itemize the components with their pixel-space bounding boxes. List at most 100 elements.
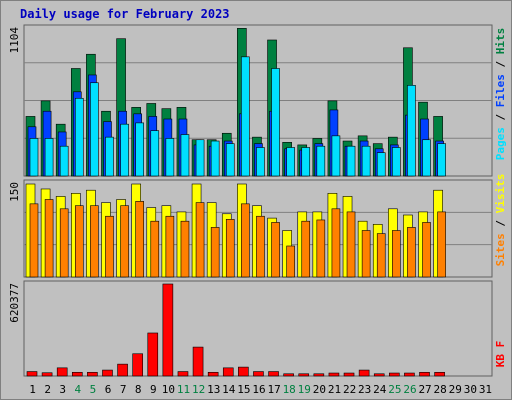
sites-bar-day-9	[150, 220, 160, 278]
panel-2-legend: Sites / Visits	[494, 174, 507, 267]
day-label-13: 13	[207, 383, 220, 396]
sites-bar-day-18	[286, 245, 295, 278]
pages-bar-day-21	[331, 135, 341, 177]
kbytes-bar-day-2	[41, 372, 53, 377]
sites-bar-day-21	[331, 208, 341, 278]
day-label-11: 11	[177, 383, 190, 396]
sites-bar-day-17	[271, 222, 280, 278]
kbytes-bar-day-3	[56, 367, 68, 377]
pages-bar-day-10	[165, 138, 175, 177]
day-label-15: 15	[237, 383, 250, 396]
kbytes-bar-day-8	[132, 353, 143, 377]
kbytes-bar-day-12	[192, 346, 204, 377]
ymax-label-panel-1: 1104	[8, 27, 21, 54]
day-label-4: 4	[75, 383, 82, 396]
day-label-8: 8	[135, 383, 142, 396]
kbytes-bar-day-24	[373, 373, 385, 377]
kbytes-bar-day-23	[358, 369, 370, 377]
sites-bar-day-8	[135, 201, 144, 278]
kbytes-bar-day-26	[404, 372, 415, 377]
ymax-label-panel-3: 620377	[8, 283, 21, 323]
day-label-5: 5	[90, 383, 97, 396]
kbytes-bar-day-18	[283, 373, 294, 377]
day-label-3: 3	[59, 383, 66, 396]
kbytes-bar-day-4	[71, 371, 83, 377]
day-label-28: 28	[434, 383, 447, 396]
sites-bar-day-15	[241, 203, 250, 278]
pages-bar-day-2	[44, 138, 54, 177]
sites-bar-day-2	[44, 199, 54, 278]
pages-bar-day-6	[105, 136, 114, 177]
kbytes-bar-day-19	[298, 373, 310, 377]
pages-bar-day-16	[256, 147, 265, 177]
day-label-7: 7	[120, 383, 127, 396]
pages-bar-day-11	[180, 134, 190, 177]
pages-bar-day-24	[376, 152, 386, 177]
day-label-9: 9	[150, 383, 157, 396]
pages-bar-day-15	[241, 56, 250, 177]
sites-bar-day-6	[105, 215, 114, 278]
kbytes-bar-day-20	[313, 373, 325, 377]
day-label-22: 22	[343, 383, 356, 396]
pages-bar-day-26	[407, 85, 416, 177]
kbytes-bar-day-17	[268, 371, 279, 377]
day-label-2: 2	[44, 383, 51, 396]
day-label-14: 14	[222, 383, 236, 396]
sites-bar-day-11	[180, 220, 190, 278]
kbytes-bar-day-22	[343, 372, 355, 377]
sites-bar-day-23	[361, 230, 371, 278]
kbytes-bar-day-10	[162, 283, 174, 377]
pages-bar-day-8	[135, 122, 144, 177]
day-label-27: 27	[418, 383, 431, 396]
pages-bar-day-23	[361, 145, 371, 177]
sites-bar-day-19	[301, 220, 311, 278]
legend-separator: /	[494, 213, 507, 233]
legend-visits: Visits	[494, 174, 507, 214]
sites-bar-day-13	[210, 227, 220, 278]
sites-bar-day-10	[165, 215, 175, 278]
legend-separator: /	[494, 54, 507, 74]
day-label-20: 20	[313, 383, 326, 396]
sites-bar-day-3	[59, 208, 69, 278]
day-label-17: 17	[267, 383, 280, 396]
panel-3-legend: KB F	[494, 341, 507, 368]
pages-bar-day-22	[346, 145, 356, 177]
sites-bar-day-16	[256, 215, 265, 278]
kbytes-bar-day-9	[147, 332, 159, 377]
kbytes-bar-day-14	[222, 367, 234, 377]
sites-bar-day-25	[392, 230, 401, 278]
sites-bar-day-7	[120, 205, 129, 278]
sites-bar-day-14	[225, 219, 235, 278]
day-label-12: 12	[192, 383, 205, 396]
pages-bar-day-1	[29, 138, 39, 177]
kbytes-bar-day-25	[389, 372, 400, 377]
sites-bar-day-27	[422, 222, 431, 278]
pages-bar-day-4	[74, 97, 84, 177]
legend-sites: Sites	[494, 233, 507, 266]
sites-bar-day-20	[316, 219, 326, 278]
pages-bar-day-18	[286, 147, 295, 177]
pages-bar-day-28	[437, 143, 446, 177]
day-label-24: 24	[373, 383, 387, 396]
legend-kbytes: KB F	[494, 341, 507, 368]
kbytes-bar-day-28	[434, 371, 445, 377]
sites-bar-day-22	[346, 211, 356, 278]
kbytes-bar-day-21	[328, 372, 340, 377]
pages-bar-day-13	[210, 140, 220, 177]
pages-bar-day-27	[422, 139, 431, 177]
day-label-23: 23	[358, 383, 371, 396]
pages-bar-day-19	[301, 147, 311, 177]
panel-1-legend: Pages / Files / Hits	[494, 28, 507, 161]
day-label-30: 30	[464, 383, 477, 396]
day-label-19: 19	[298, 383, 311, 396]
day-label-29: 29	[449, 383, 462, 396]
day-label-25: 25	[388, 383, 401, 396]
pages-bar-day-20	[316, 145, 326, 177]
day-label-18: 18	[283, 383, 296, 396]
day-label-1: 1	[29, 383, 36, 396]
kbytes-bar-day-16	[253, 371, 264, 377]
kbytes-bar-day-13	[207, 371, 219, 377]
sites-bar-day-1	[29, 203, 39, 278]
